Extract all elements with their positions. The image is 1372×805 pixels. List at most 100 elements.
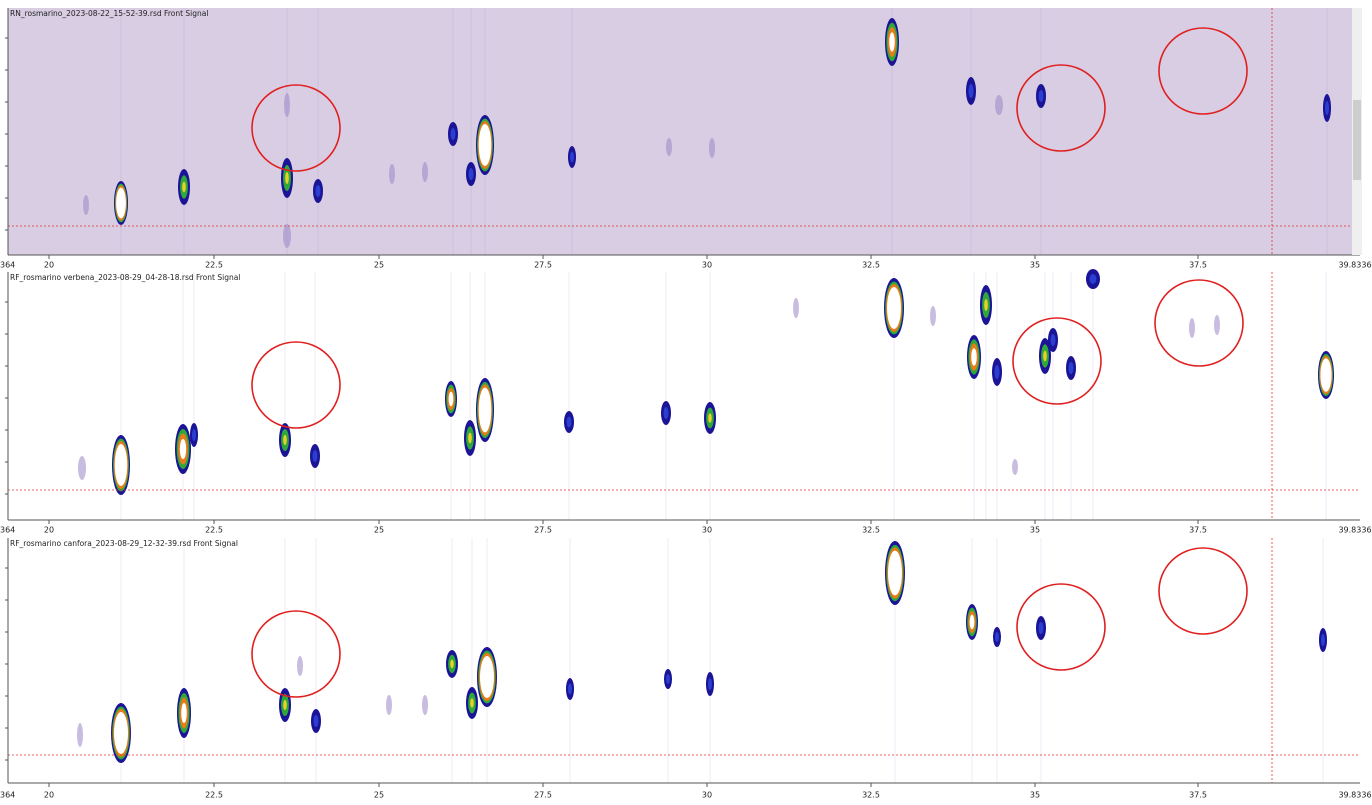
streak — [315, 538, 317, 783]
peak — [887, 287, 901, 329]
peak — [284, 93, 290, 117]
peak — [480, 656, 494, 698]
x-tick-label: 20 — [44, 791, 54, 800]
x-tick-label: 364 — [0, 261, 15, 270]
page: RN_rosmarino_2023-08-22_15-52-39.rsd Fro… — [0, 0, 1372, 805]
peak — [666, 674, 670, 684]
peak — [468, 433, 472, 444]
peak — [283, 224, 291, 248]
peak — [180, 439, 186, 459]
x-tick-label: 35 — [1030, 526, 1040, 535]
peak — [995, 365, 1000, 379]
peak — [889, 32, 895, 51]
peak — [1069, 362, 1074, 374]
x-tick-label: 25 — [374, 526, 384, 535]
peak — [971, 348, 977, 366]
streak — [284, 272, 286, 520]
x-tick-label: 39.8336 — [1338, 791, 1371, 800]
peak — [78, 456, 86, 480]
streak — [470, 8, 472, 255]
panel-title: RF_rosmarino verbena_2023-08-29_04-28-18… — [10, 273, 240, 282]
peak — [1325, 101, 1329, 115]
streak — [1326, 8, 1328, 255]
scrollbar-thumb[interactable] — [1353, 100, 1361, 180]
x-tick-label: 39.8336 — [1338, 261, 1371, 270]
peak — [1039, 90, 1044, 102]
peak — [314, 715, 319, 727]
streak — [571, 8, 573, 255]
peak — [449, 392, 454, 406]
panel: RF_rosmarino canfora_2023-08-29_12-32-39… — [0, 538, 1372, 800]
peak — [313, 450, 318, 462]
streak — [183, 538, 185, 783]
x-tick-label: 30 — [702, 791, 712, 800]
peak — [422, 162, 428, 182]
streak — [469, 272, 471, 520]
peak — [450, 660, 454, 668]
x-tick-label: 30 — [702, 526, 712, 535]
peak — [1189, 318, 1195, 338]
peak — [479, 388, 492, 433]
x-tick-label: 25 — [374, 791, 384, 800]
x-tick-label: 22.5 — [205, 526, 223, 535]
x-tick-label: 364 — [0, 791, 15, 800]
streak — [1040, 8, 1042, 255]
x-tick-label: 37.5 — [1189, 791, 1207, 800]
x-tick-label: 27.5 — [534, 791, 552, 800]
streak — [709, 538, 711, 783]
peak — [969, 84, 974, 98]
peak — [469, 168, 474, 180]
peak — [116, 188, 126, 219]
peak — [316, 185, 321, 197]
streak — [284, 538, 286, 783]
peak — [1320, 358, 1331, 392]
panel: RN_rosmarino_2023-08-22_15-52-39.rsd Fro… — [0, 8, 1372, 271]
streak — [183, 8, 185, 255]
peak — [1043, 351, 1047, 362]
peak — [77, 723, 83, 747]
x-tick-label: 27.5 — [534, 261, 552, 270]
peak — [708, 678, 712, 690]
peak — [181, 703, 187, 723]
streak — [286, 8, 288, 255]
chromatogram-viewer: RN_rosmarino_2023-08-22_15-52-39.rsd Fro… — [0, 0, 1372, 805]
streak — [667, 538, 669, 783]
peak — [888, 551, 902, 596]
x-tick-label: 25 — [374, 261, 384, 270]
streak — [471, 538, 473, 783]
peak — [1051, 334, 1056, 346]
x-tick-label: 35 — [1030, 261, 1040, 270]
peak — [451, 128, 456, 140]
streak — [314, 272, 316, 520]
x-tick-label: 32.5 — [862, 261, 880, 270]
peak — [422, 695, 428, 715]
x-tick-label: 22.5 — [205, 791, 223, 800]
streak — [1070, 272, 1072, 520]
streak — [317, 8, 319, 255]
peak — [283, 435, 287, 445]
streak — [971, 538, 973, 783]
plot-area — [8, 8, 1360, 255]
x-tick-label: 37.5 — [1189, 261, 1207, 270]
peak — [930, 306, 936, 326]
streak — [1322, 538, 1324, 783]
x-tick-label: 32.5 — [862, 791, 880, 800]
peak — [995, 632, 999, 642]
panel-title: RN_rosmarino_2023-08-22_15-52-39.rsd Fro… — [10, 9, 208, 18]
peak — [389, 164, 395, 184]
streak — [193, 272, 195, 520]
streak — [996, 272, 998, 520]
peak — [115, 444, 128, 486]
peak — [1039, 622, 1044, 634]
streak — [709, 272, 711, 520]
x-tick-label: 35 — [1030, 791, 1040, 800]
peak — [793, 298, 799, 318]
panel: RF_rosmarino verbena_2023-08-29_04-28-18… — [0, 269, 1372, 536]
peak — [83, 195, 89, 215]
streak — [1092, 272, 1094, 520]
peak — [984, 299, 988, 311]
peak — [283, 700, 287, 710]
peak — [1321, 634, 1325, 646]
streak — [970, 8, 972, 255]
x-tick-label: 39.8336 — [1338, 526, 1371, 535]
